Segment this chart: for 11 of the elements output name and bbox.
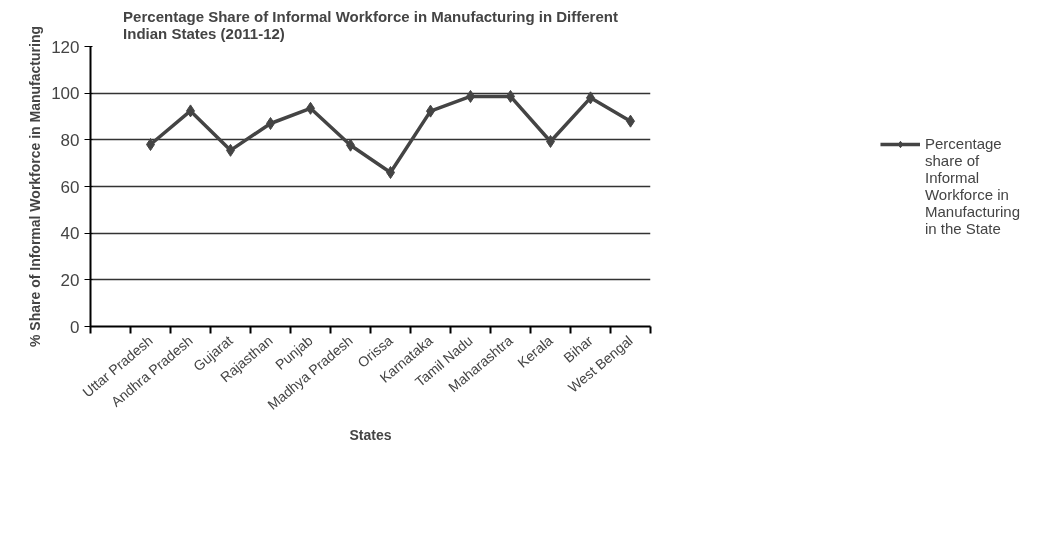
x-axis-title: States bbox=[349, 426, 392, 443]
y-tick-label: 120 bbox=[51, 37, 80, 57]
legend-label: Percentage share of Informal Workforce in Manufacturing in the State bbox=[924, 135, 1021, 237]
y-tick-label: 20 bbox=[60, 270, 80, 290]
y-tick-label: 0 bbox=[70, 317, 80, 337]
y-axis-title: % Share of Informal Workforce in Manufacturing bbox=[27, 25, 44, 347]
y-tick-label: 40 bbox=[60, 224, 80, 244]
y-tick-label: 100 bbox=[51, 84, 80, 104]
y-tick-label: 60 bbox=[60, 177, 80, 197]
chart-title: Percentage Share of Informal Workforce in Manufacturing in Different Indian States (2011-12) bbox=[123, 7, 618, 42]
y-tick-label: 80 bbox=[60, 130, 80, 150]
